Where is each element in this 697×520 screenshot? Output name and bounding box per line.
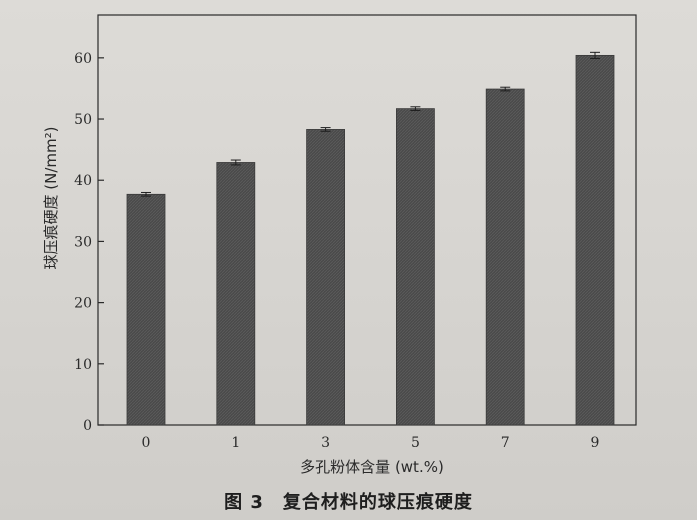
- plot-frame: [97, 14, 637, 426]
- x-axis: 0 1 3 5 7 9: [142, 419, 600, 451]
- x-tick-label: 7: [501, 435, 510, 451]
- bar: [485, 88, 525, 426]
- bar-chart: 0 10 20 30 40 50 60 0 1 3 5 7 9 多孔粉体含量 (wt.%) 球压痕硬度…: [42, 14, 637, 476]
- y-tick-label: 60: [74, 51, 92, 67]
- bar: [126, 193, 166, 426]
- x-axis-label: 多孔粉体含量 (wt.%): [300, 458, 444, 476]
- y-tick-label: 40: [74, 173, 92, 189]
- bar: [575, 54, 615, 426]
- bars: [126, 51, 615, 426]
- bar: [395, 108, 435, 426]
- y-axis: 0 10 20 30 40 50 60: [74, 51, 104, 434]
- y-tick-label: 30: [74, 234, 92, 250]
- bar: [216, 162, 256, 426]
- x-tick-label: 1: [231, 435, 240, 451]
- x-tick-label: 5: [411, 435, 420, 451]
- x-tick-label: 0: [142, 435, 151, 451]
- y-tick-label: 20: [74, 296, 92, 312]
- y-axis-label: 球压痕硬度 (N/mm²): [42, 127, 60, 270]
- figure-caption: 图 3 复合材料的球压痕硬度: [224, 492, 473, 513]
- bar: [306, 129, 346, 426]
- y-tick-label: 50: [74, 112, 92, 128]
- y-tick-label: 10: [74, 357, 92, 373]
- x-tick-label: 3: [321, 435, 330, 451]
- y-tick-label: 0: [83, 418, 92, 434]
- x-tick-label: 9: [591, 435, 600, 451]
